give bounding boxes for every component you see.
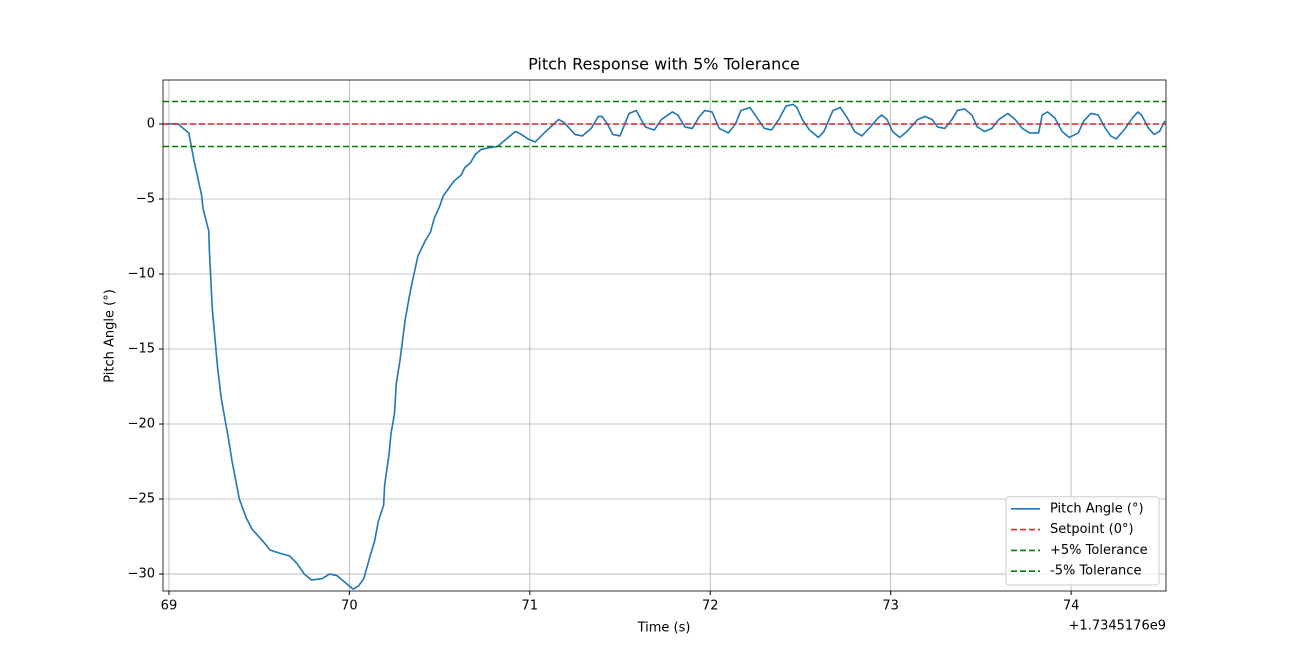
axes-frame <box>162 79 1167 592</box>
x-axis-label: Time (s) <box>637 621 691 636</box>
x-tick-label: 74 <box>1063 599 1080 614</box>
x-tick-label: 73 <box>882 599 899 614</box>
y-tick-label: −5 <box>136 191 155 206</box>
y-tick-label: 0 <box>147 116 155 131</box>
y-axis-label: Pitch Angle (°) <box>103 289 118 383</box>
y-tick-label: −15 <box>128 342 155 357</box>
legend-label: -5% Tolerance <box>1050 564 1141 579</box>
plot-area <box>163 100 1166 590</box>
legend-label: Pitch Angle (°) <box>1050 501 1144 516</box>
legend-label: Setpoint (0°) <box>1050 522 1134 537</box>
legend-box <box>1005 496 1160 586</box>
y-tick-label: −10 <box>128 266 155 281</box>
y-tick-label: −20 <box>128 417 155 432</box>
x-tick-label: 69 <box>161 599 178 614</box>
x-offset-label: +1.7345176e9 <box>1069 619 1166 634</box>
y-tick-label: −30 <box>128 567 155 582</box>
legend-label: +5% Tolerance <box>1050 543 1148 558</box>
x-tick-label: 70 <box>341 599 358 614</box>
x-tick-label: 72 <box>702 599 719 614</box>
chart-title: Pitch Response with 5% Tolerance <box>528 55 800 74</box>
x-tick-label: 71 <box>522 599 539 614</box>
data-line <box>165 103 1166 590</box>
y-tick-label: −25 <box>128 492 155 507</box>
